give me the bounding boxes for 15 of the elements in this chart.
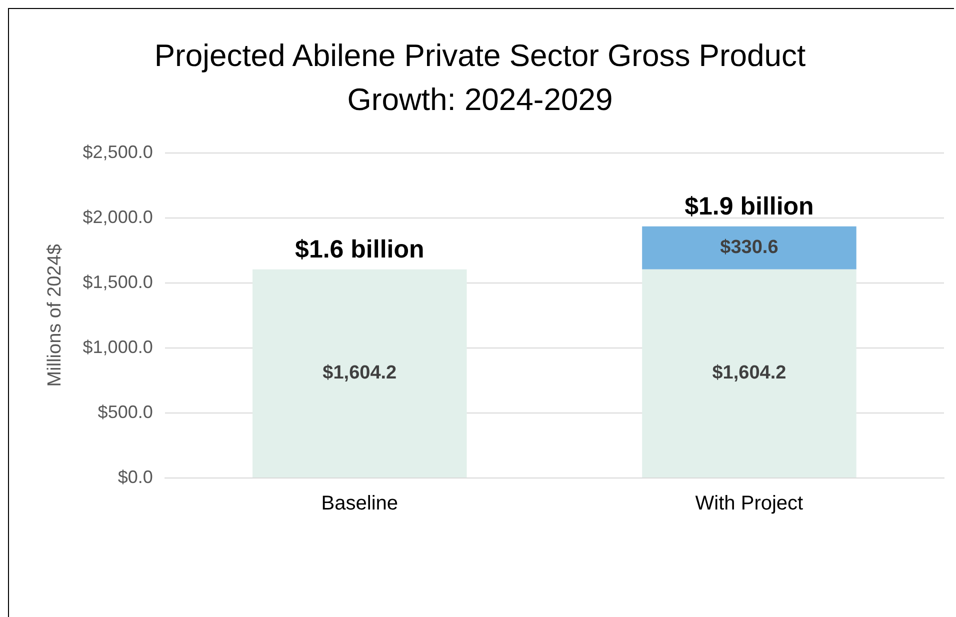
y-tick-label: $500.0	[98, 402, 153, 422]
total-label: $1.6 billion	[295, 236, 424, 264]
data-label: $1,604.2	[712, 362, 786, 384]
y-tick-label: $1,000.0	[82, 336, 153, 357]
data-label: $1,604.2	[322, 362, 397, 384]
y-tick-label: $0.0	[118, 466, 153, 487]
x-tick-label: With Project	[695, 492, 804, 515]
x-tick-label: Baseline	[321, 492, 398, 515]
chart-title: Projected Abilene Private Sector Gross Product Growth: 2024-2029	[153, 37, 807, 119]
y-tick-label: $2,500.0	[82, 142, 153, 162]
total-label: $1.9 billion	[684, 192, 814, 221]
y-axis-title: Millions of 2024$	[44, 244, 66, 387]
data-label: $330.6	[720, 237, 778, 258]
y-tick-label: $1,500.0	[82, 272, 153, 292]
y-tick-label: $2,000.0	[82, 206, 153, 227]
